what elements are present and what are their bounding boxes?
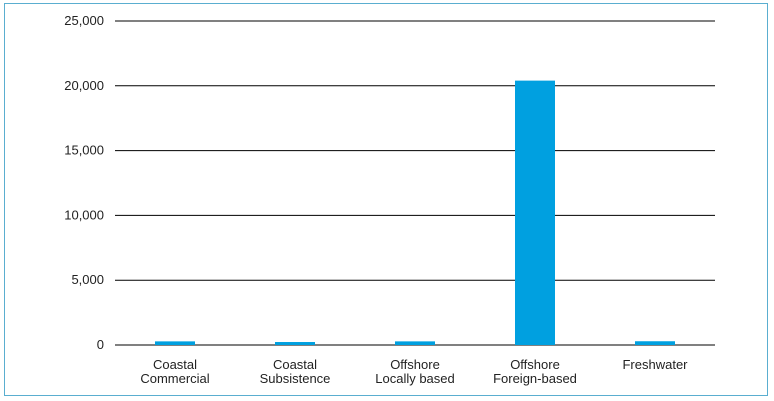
x-category-label: Coastal Subsistence <box>260 357 331 386</box>
bar <box>395 341 435 345</box>
x-category-label: Coastal Commercial <box>140 357 209 386</box>
bar <box>515 80 555 345</box>
bar <box>635 341 675 345</box>
y-tick-label: 25,000 <box>64 13 104 28</box>
x-category-label-line: Commercial <box>140 371 209 386</box>
x-category-label: Offshore Locally based <box>375 357 455 386</box>
x-category-label-line: Coastal <box>153 357 197 372</box>
y-tick-label: 0 <box>97 337 104 352</box>
y-tick-label: 15,000 <box>64 143 104 158</box>
x-category-label-line: Locally based <box>375 371 455 386</box>
x-category-label-line: Foreign-based <box>493 371 577 386</box>
chart-frame <box>4 3 768 396</box>
gridlines <box>115 20 715 346</box>
bars <box>155 80 675 345</box>
x-category-label-line: Offshore <box>510 357 560 372</box>
x-category-label-line: Freshwater <box>622 357 688 372</box>
bar <box>275 342 315 345</box>
x-category-label-line: Offshore <box>390 357 440 372</box>
x-category-label-line: Coastal <box>273 357 317 372</box>
x-category-label: Freshwater <box>622 357 688 372</box>
y-tick-label: 20,000 <box>64 78 104 93</box>
y-tick-label: 5,000 <box>71 272 104 287</box>
x-category-label-line: Subsistence <box>260 371 331 386</box>
y-tick-label: 10,000 <box>64 207 104 222</box>
bar <box>155 341 195 345</box>
y-axis-tick-labels: 0 5,000 10,000 15,000 20,000 25,000 <box>64 13 104 352</box>
x-category-label: Offshore Foreign-based <box>493 357 577 386</box>
